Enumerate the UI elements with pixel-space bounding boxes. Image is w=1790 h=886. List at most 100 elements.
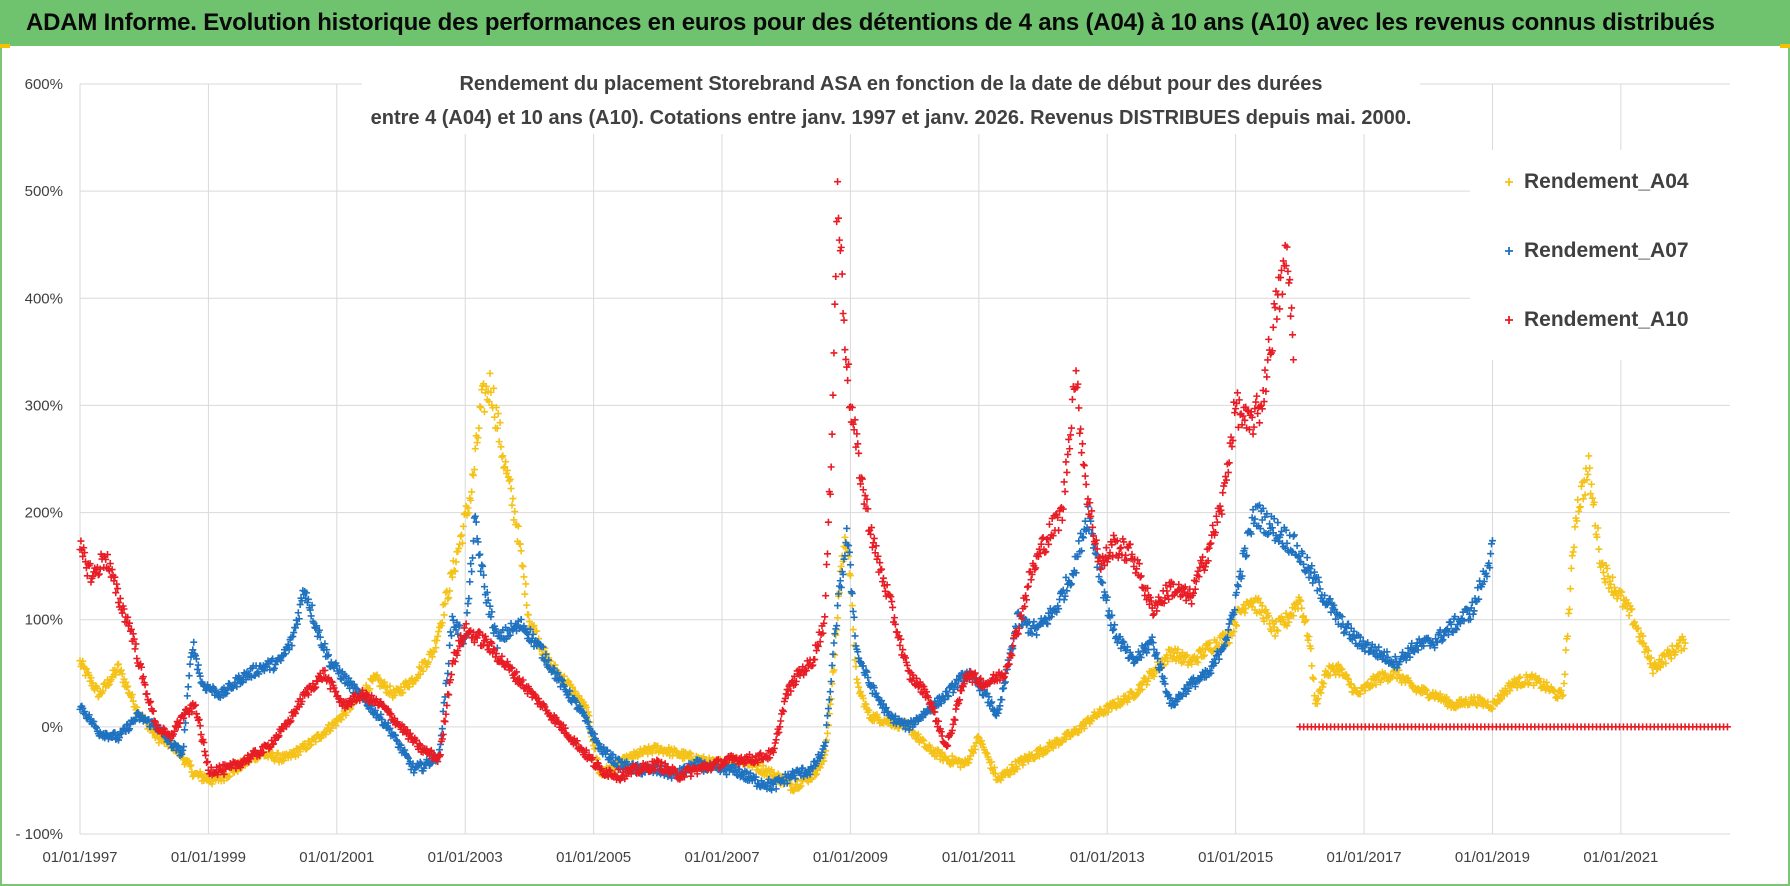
x-axis-ticks: 01/01/1997 01/01/1999 01/01/2001 01/01/2003… [42, 849, 1658, 866]
point-rendement-a04 [517, 547, 525, 555]
point-rendement-a10 [1076, 429, 1084, 437]
point-rendement-a04 [948, 752, 956, 760]
point-rendement-a04 [500, 464, 508, 472]
point-rendement-a10 [1077, 425, 1085, 433]
point-rendement-a07 [1290, 531, 1298, 539]
point-rendement-a04 [852, 663, 860, 671]
y-axis-ticks: - 100%0%100%200%300%400%500%600% [15, 76, 63, 843]
point-rendement-a04 [1178, 649, 1186, 657]
point-rendement-a10 [203, 758, 211, 766]
point-rendement-a04 [187, 761, 195, 769]
point-rendement-a10 [1273, 315, 1281, 323]
point-rendement-a04 [226, 772, 233, 780]
point-rendement-a04 [582, 703, 590, 711]
point-rendement-a10 [889, 603, 897, 611]
point-rendement-a04 [1228, 632, 1236, 640]
point-rendement-a10 [828, 430, 836, 438]
point-rendement-a04 [128, 691, 136, 699]
point-rendement-a04 [1302, 616, 1310, 624]
point-rendement-a07 [466, 578, 474, 586]
point-rendement-a04 [373, 671, 381, 679]
banner-title: ADAM Informe. Evolution historique des p… [26, 9, 1715, 36]
point-rendement-a04 [1337, 666, 1345, 674]
point-rendement-a04 [974, 733, 982, 741]
point-rendement-a04 [1206, 639, 1214, 647]
point-rendement-a04 [520, 573, 528, 581]
x-tick-label: 01/01/1997 [42, 849, 117, 866]
point-rendement-a04 [432, 644, 440, 652]
point-rendement-a04 [1200, 652, 1208, 660]
point-rendement-a10 [1288, 304, 1296, 312]
point-rendement-a10 [840, 316, 848, 324]
point-rendement-a04 [1282, 609, 1290, 617]
point-rendement-a04 [978, 737, 986, 745]
point-rendement-a04 [988, 758, 996, 766]
point-rendement-a04 [823, 729, 831, 737]
point-rendement-a04 [503, 466, 511, 474]
point-rendement-a04 [487, 388, 495, 396]
point-rendement-a04 [759, 762, 767, 770]
point-rendement-a04 [1319, 683, 1327, 691]
point-rendement-a04 [768, 766, 776, 774]
point-rendement-a10 [1122, 551, 1130, 559]
legend-label-rendement-a10: Rendement_A10 [1524, 308, 1689, 331]
point-rendement-a04 [519, 563, 527, 571]
point-rendement-a04 [490, 384, 498, 392]
point-rendement-a04 [1265, 612, 1273, 620]
point-rendement-a04 [1188, 660, 1196, 668]
point-rendement-a04 [123, 683, 131, 691]
point-rendement-a07 [846, 561, 854, 569]
point-rendement-a04 [1300, 612, 1308, 620]
point-rendement-a10 [1110, 531, 1118, 539]
point-rendement-a10 [779, 706, 787, 714]
point-rendement-a04 [1574, 496, 1582, 504]
point-rendement-a04 [482, 382, 490, 390]
point-rendement-a04 [855, 683, 863, 691]
point-rendement-a04 [506, 475, 514, 483]
point-rendement-a10 [1289, 331, 1297, 339]
point-rendement-a07 [184, 683, 192, 691]
chart-title-line-2: entre 4 (A04) et 10 ans (A10). Cotations… [371, 107, 1412, 129]
point-rendement-a10 [77, 537, 85, 545]
point-rendement-a07 [826, 688, 834, 696]
point-rendement-a04 [1044, 747, 1052, 755]
point-rendement-a04 [834, 614, 842, 622]
point-rendement-a10 [1062, 458, 1070, 466]
point-rendement-a07 [448, 613, 456, 621]
x-tick-label: 01/01/2019 [1455, 849, 1530, 866]
data-points [76, 178, 1731, 795]
point-rendement-a10 [836, 247, 844, 255]
point-rendement-a04 [337, 716, 345, 724]
point-rendement-a04 [1019, 761, 1027, 769]
point-rendement-a04 [433, 637, 441, 645]
point-rendement-a04 [486, 369, 494, 377]
point-rendement-a04 [1335, 671, 1343, 679]
point-rendement-a04 [208, 780, 216, 788]
point-rendement-a04 [516, 540, 524, 548]
point-rendement-a07 [190, 638, 198, 646]
point-rendement-a04 [1297, 597, 1305, 605]
point-rendement-a10 [1149, 611, 1157, 619]
point-rendement-a04 [1267, 627, 1275, 635]
point-rendement-a04 [1003, 766, 1011, 774]
point-rendement-a04 [1344, 674, 1352, 682]
point-rendement-a07 [478, 561, 486, 569]
point-rendement-a04 [369, 677, 377, 685]
point-rendement-a04 [499, 452, 507, 460]
x-tick-label: 01/01/2009 [813, 849, 888, 866]
point-rendement-a04 [1279, 616, 1287, 624]
point-rendement-a04 [919, 735, 927, 743]
point-rendement-a04 [1346, 681, 1354, 689]
point-rendement-a04 [467, 496, 475, 504]
point-rendement-a10 [1287, 312, 1295, 320]
point-rendement-a10 [870, 534, 878, 542]
point-rendement-a10 [879, 574, 887, 582]
y-tick-label: 600% [25, 76, 63, 93]
point-rendement-a10 [687, 772, 695, 780]
point-rendement-a10 [1232, 405, 1240, 413]
point-rendement-a10 [1055, 526, 1063, 534]
point-rendement-a04 [457, 532, 465, 540]
point-rendement-a04 [808, 775, 816, 783]
point-rendement-a07 [476, 550, 484, 558]
